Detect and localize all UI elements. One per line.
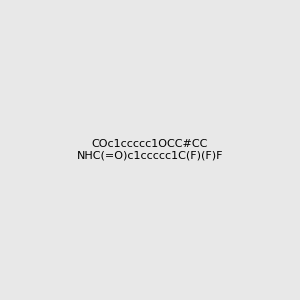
Text: COc1ccccc1OCC#CC
NHC(=O)c1ccccc1C(F)(F)F: COc1ccccc1OCC#CC NHC(=O)c1ccccc1C(F)(F)F	[77, 139, 223, 161]
